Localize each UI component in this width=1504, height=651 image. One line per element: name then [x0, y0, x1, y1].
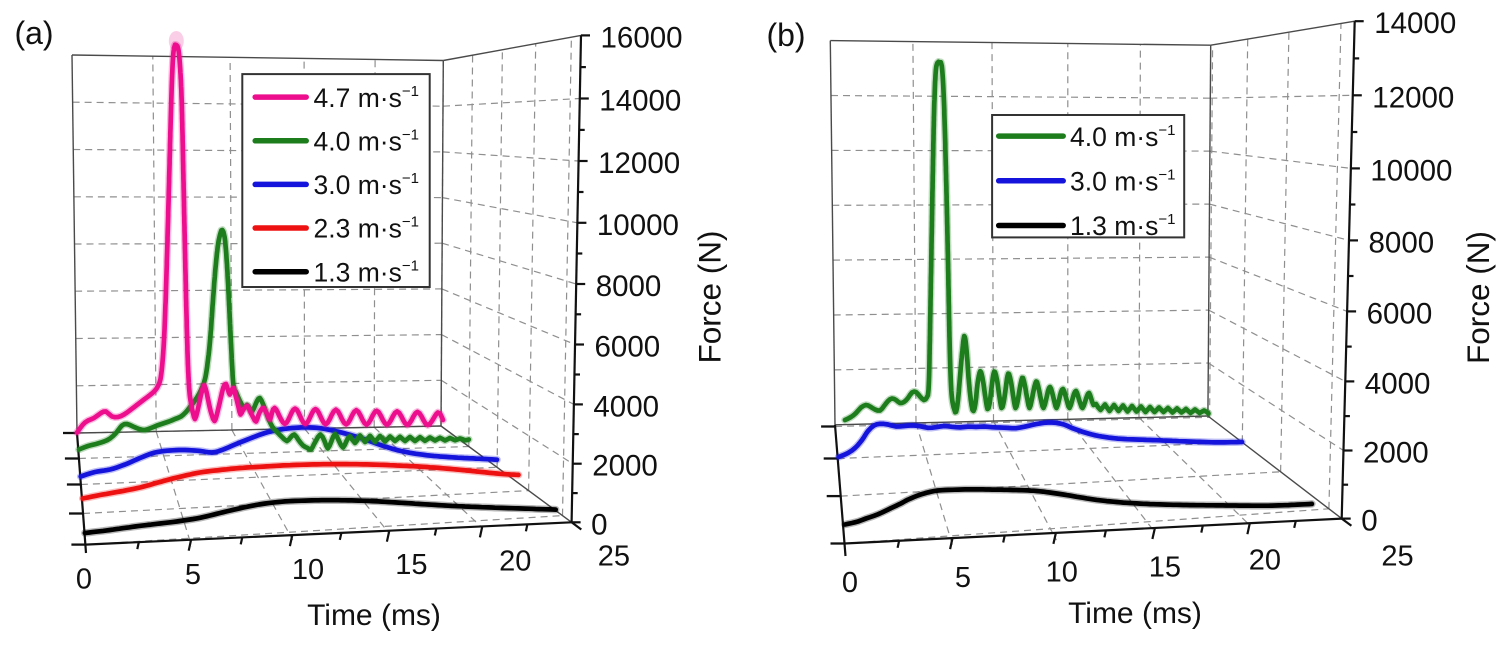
- svg-text:4000: 4000: [593, 390, 659, 423]
- svg-text:25: 25: [1381, 540, 1413, 572]
- svg-text:6000: 6000: [595, 331, 661, 364]
- svg-text:15: 15: [1149, 552, 1181, 584]
- svg-text:0: 0: [1361, 505, 1377, 538]
- svg-text:20: 20: [499, 546, 531, 578]
- svg-text:0: 0: [591, 508, 607, 541]
- svg-text:5: 5: [955, 562, 971, 594]
- svg-text:12000: 12000: [1372, 81, 1454, 114]
- svg-text:0: 0: [76, 564, 92, 596]
- svg-text:10: 10: [1046, 557, 1078, 589]
- svg-text:0: 0: [842, 567, 858, 599]
- svg-text:14000: 14000: [1374, 7, 1456, 40]
- svg-text:15: 15: [395, 549, 427, 581]
- svg-text:6000: 6000: [1367, 297, 1433, 330]
- svg-text:4000: 4000: [1365, 367, 1431, 400]
- svg-text:2000: 2000: [1363, 437, 1429, 470]
- svg-text:Time (ms): Time (ms): [1068, 597, 1202, 630]
- svg-text:14000: 14000: [599, 85, 681, 118]
- svg-text:10000: 10000: [597, 209, 679, 242]
- svg-text:25: 25: [598, 540, 630, 572]
- svg-text:20: 20: [1249, 545, 1281, 577]
- svg-text:10: 10: [292, 554, 324, 586]
- svg-text:(a): (a): [14, 15, 53, 51]
- svg-text:Time (ms): Time (ms): [307, 599, 441, 632]
- svg-text:12000: 12000: [598, 147, 680, 180]
- svg-text:Force (N): Force (N): [692, 231, 728, 364]
- svg-text:10000: 10000: [1370, 154, 1452, 187]
- svg-text:8000: 8000: [1369, 226, 1435, 259]
- svg-text:2000: 2000: [592, 450, 658, 483]
- svg-text:8000: 8000: [596, 270, 662, 303]
- svg-text:5: 5: [185, 559, 201, 591]
- svg-text:Force (N): Force (N): [1460, 231, 1496, 364]
- svg-text:(b): (b): [766, 17, 805, 53]
- svg-text:16000: 16000: [601, 21, 683, 54]
